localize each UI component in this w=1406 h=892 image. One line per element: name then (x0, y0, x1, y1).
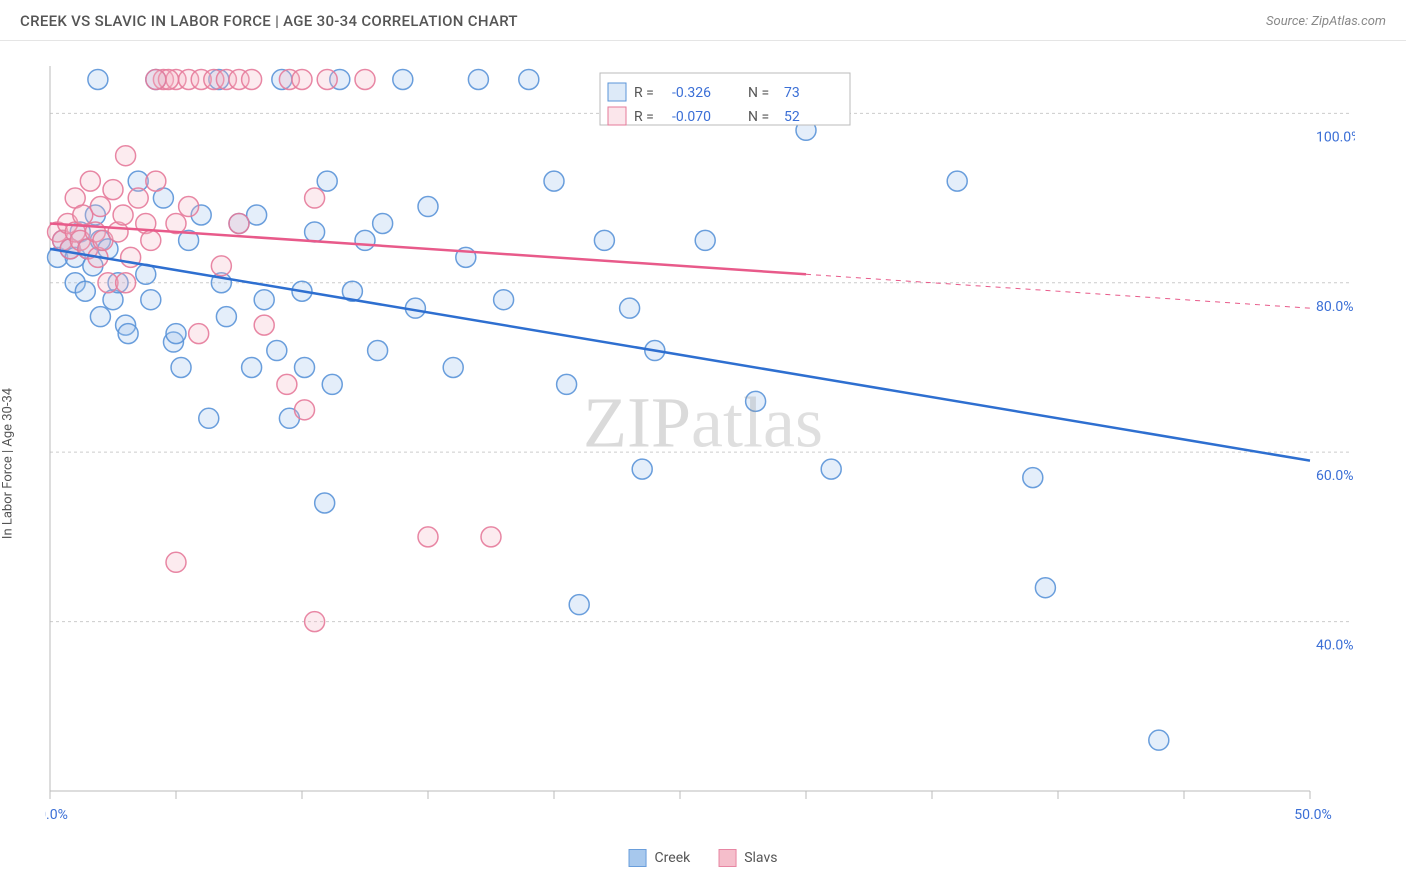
chart-area: In Labor Force | Age 30-34 40.0% 60.0% 80.… (0, 41, 1406, 871)
chart-title: CREEK VS SLAVIC IN LABOR FORCE | AGE 30-… (20, 12, 518, 30)
legend-label-slavs: Slavs (744, 850, 777, 866)
legend-item-creek: Creek (629, 849, 691, 867)
legend-item-slavs: Slavs (718, 849, 777, 867)
bottom-legend: Creek Slavs (629, 849, 778, 867)
legend-swatch-creek (629, 849, 647, 867)
svg-text:52: 52 (784, 109, 800, 125)
y-axis-label: In Labor Force | Age 30-34 (1, 388, 16, 539)
svg-text:N =: N = (748, 85, 769, 101)
chart-header: CREEK VS SLAVIC IN LABOR FORCE | AGE 30-… (0, 0, 1406, 41)
svg-text:80.0%: 80.0% (1316, 299, 1354, 315)
svg-text:N =: N = (748, 109, 769, 125)
legend-label-creek: Creek (655, 850, 691, 866)
chart-source: Source: ZipAtlas.com (1266, 14, 1386, 29)
svg-text:0.0%: 0.0% (45, 807, 68, 823)
svg-text:-0.070: -0.070 (672, 109, 711, 125)
svg-text:73: 73 (784, 85, 800, 101)
legend-swatch-slavs (718, 849, 736, 867)
svg-text:100.0%: 100.0% (1316, 129, 1355, 145)
svg-text:-0.326: -0.326 (672, 85, 711, 101)
svg-text:R =: R = (634, 109, 654, 125)
scatter-chart: 40.0% 60.0% 80.0% 100.0% 0.0% 50.0% R = -0.326 N… (45, 51, 1355, 876)
svg-text:50.0%: 50.0% (1294, 807, 1332, 823)
svg-text:40.0%: 40.0% (1316, 638, 1354, 654)
svg-text:R =: R = (634, 85, 654, 101)
svg-text:60.0%: 60.0% (1316, 468, 1354, 484)
